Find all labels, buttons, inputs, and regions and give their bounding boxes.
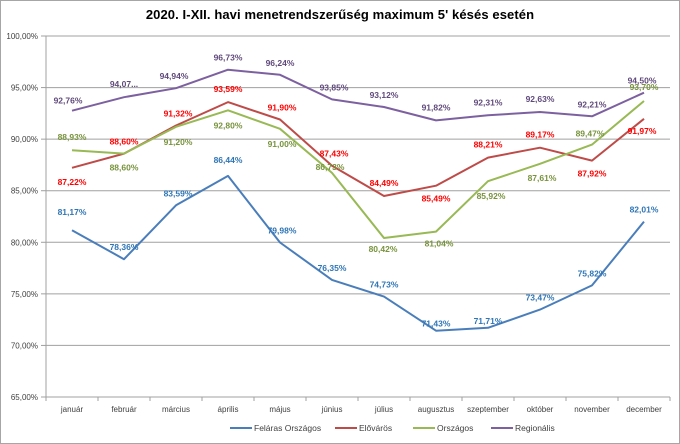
legend-label: Feláras Országos bbox=[254, 423, 321, 433]
data-label: 91,82% bbox=[422, 102, 451, 112]
x-tick-label: április bbox=[218, 405, 239, 414]
data-label: 92,80% bbox=[214, 120, 243, 130]
data-label: 76,35% bbox=[318, 263, 347, 273]
data-label: 92,76% bbox=[54, 96, 83, 106]
data-label: 93,59% bbox=[214, 84, 243, 94]
data-label: 87,61% bbox=[528, 173, 557, 183]
data-label: 94,50% bbox=[628, 76, 657, 86]
data-label: 71,43% bbox=[422, 319, 451, 329]
x-tick-label: március bbox=[162, 405, 190, 414]
x-tick-label: december bbox=[626, 405, 662, 414]
data-label: 91,32% bbox=[164, 109, 193, 119]
data-label: 91,00% bbox=[268, 139, 297, 149]
chart-title: 2020. I-XII. havi menetrendszerűség maxi… bbox=[145, 7, 535, 22]
data-label: 96,24% bbox=[266, 58, 295, 68]
x-tick-label: február bbox=[111, 405, 137, 414]
series-line-2 bbox=[71, 101, 645, 197]
data-label: 78,36% bbox=[110, 242, 139, 252]
data-label: 88,93% bbox=[58, 132, 87, 142]
x-tick-labels: január február március április május június jú… bbox=[60, 405, 662, 414]
data-label: 85,49% bbox=[422, 194, 451, 204]
x-tick-label: augusztus bbox=[418, 405, 454, 414]
y-tick-label: 95,00% bbox=[11, 84, 38, 93]
data-label: 87,43% bbox=[320, 149, 349, 159]
series-line-1 bbox=[71, 174, 645, 332]
data-label: 94,07... bbox=[110, 79, 138, 89]
data-label: 73,47% bbox=[526, 293, 555, 303]
series-line-3 bbox=[71, 100, 645, 239]
legend-label: Elővárös bbox=[359, 423, 392, 433]
data-label: 94,94% bbox=[160, 71, 189, 81]
series-lines bbox=[71, 68, 645, 332]
data-label: 93,85% bbox=[320, 82, 349, 92]
data-label: 87,22% bbox=[58, 177, 87, 187]
x-tick-label: július bbox=[374, 405, 393, 414]
data-label: 88,60% bbox=[110, 137, 139, 147]
data-label: 89,17% bbox=[526, 130, 555, 140]
data-label: 84,49% bbox=[370, 178, 399, 188]
data-label: 75,82% bbox=[578, 268, 607, 278]
data-label: 80,42% bbox=[369, 244, 398, 254]
data-label: 81,17% bbox=[58, 207, 87, 217]
y-tick-label: 75,00% bbox=[11, 290, 38, 299]
gridlines bbox=[46, 35, 670, 346]
data-label: 86,44% bbox=[214, 155, 243, 165]
x-tick-label: január bbox=[60, 405, 84, 414]
data-label: 79,98% bbox=[268, 225, 297, 235]
y-tick-label: 100,00% bbox=[6, 32, 38, 41]
data-label: 92,21% bbox=[578, 99, 607, 109]
y-tick-labels: 65,00% 70,00% 75,00% 80,00% 85,00% 90,00% 95,0… bbox=[6, 32, 38, 402]
data-label: 91,20% bbox=[164, 137, 193, 147]
data-label: 92,63% bbox=[526, 94, 555, 104]
data-label: 85,92% bbox=[477, 191, 506, 201]
data-label: 93,12% bbox=[370, 90, 399, 100]
legend-label: Regionális bbox=[515, 423, 555, 433]
data-label: 93,70% bbox=[630, 82, 659, 92]
data-label: 89,47% bbox=[576, 129, 605, 139]
x-tick-label: június bbox=[321, 405, 343, 414]
data-labels: 81,17% 78,36% 83,59% 86,44% 79,98% 76,35% 74,7… bbox=[54, 53, 659, 329]
data-label: 88,21% bbox=[474, 140, 503, 150]
x-tick-label: november bbox=[574, 405, 610, 414]
x-tick-label: szeptember bbox=[467, 405, 509, 414]
data-label: 81,04% bbox=[425, 239, 454, 249]
y-tick-label: 65,00% bbox=[11, 393, 38, 402]
legend: Feláras Országos Elővárös Országos Regionál… bbox=[230, 423, 555, 433]
data-label: 82,01% bbox=[630, 205, 659, 215]
data-label: 86,73% bbox=[316, 162, 345, 172]
data-label: 96,73% bbox=[214, 53, 243, 63]
series-line-4 bbox=[71, 68, 645, 122]
data-label: 88,60% bbox=[110, 163, 139, 173]
y-tick-label: 80,00% bbox=[11, 238, 38, 247]
data-label: 91,97% bbox=[628, 126, 657, 136]
legend-label: Országos bbox=[437, 423, 473, 433]
x-tick-label: október bbox=[527, 405, 554, 414]
y-tick-label: 85,00% bbox=[11, 187, 38, 196]
y-tick-label: 90,00% bbox=[11, 135, 38, 144]
x-tick-label: május bbox=[269, 405, 290, 414]
data-label: 87,92% bbox=[578, 169, 607, 179]
axes bbox=[41, 35, 671, 401]
data-label: 71,71% bbox=[474, 316, 503, 326]
data-label: 74,73% bbox=[370, 280, 399, 290]
data-label: 91,90% bbox=[268, 103, 297, 113]
data-label: 92,31% bbox=[474, 97, 503, 107]
y-tick-label: 70,00% bbox=[11, 341, 38, 350]
data-label: 83,59% bbox=[164, 188, 193, 198]
